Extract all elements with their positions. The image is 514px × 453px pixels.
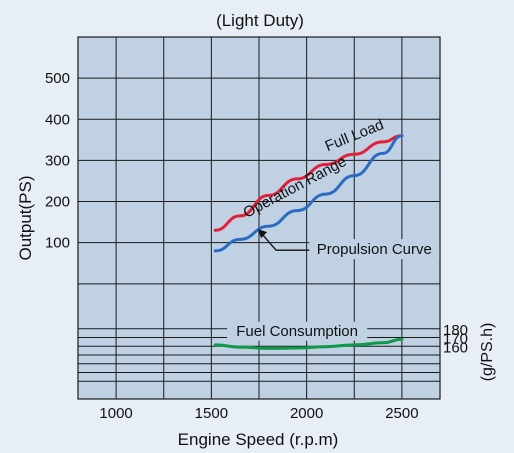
- annotation-fuel-consumption-bg: [227, 321, 368, 341]
- series-line-fuel-consumption: [213, 337, 404, 350]
- x-tick-label: 2500: [385, 405, 418, 422]
- series-line-propulsion-curve: [213, 134, 404, 253]
- y2-tick-label: 160: [443, 339, 468, 356]
- y2-tick-label: 170: [443, 331, 468, 348]
- x-tick-label: 1500: [195, 405, 228, 422]
- y-tick-label: 500: [45, 70, 70, 87]
- y-tick-label: 300: [45, 152, 70, 169]
- annotation-fuel-consumption: Fuel Consumption: [236, 323, 358, 340]
- y-tick-label: 100: [45, 235, 70, 252]
- x-tick-label: 1000: [99, 405, 132, 422]
- chart-title: (Light Duty): [216, 11, 304, 30]
- y-axis-label: Output(PS): [16, 175, 35, 260]
- x-tick-label: 2000: [290, 405, 323, 422]
- series-layer: [213, 134, 404, 350]
- annotation-propulsion-arrowhead: [258, 229, 268, 239]
- series-line-full-load: [213, 134, 404, 232]
- y-tick-label: 400: [45, 111, 70, 128]
- y2-tick-label: 180: [443, 322, 468, 339]
- annotation-propulsion-curve: Propulsion Curve: [317, 241, 432, 258]
- y-tick-label: 200: [45, 194, 70, 211]
- annotation-propulsion-curve-bg: [309, 239, 440, 260]
- annotation-propulsion-pointer: [261, 233, 310, 251]
- x-axis-label: Engine Speed (r.p.m): [178, 430, 339, 449]
- y2-axis-label: (g/PS.h): [479, 323, 496, 382]
